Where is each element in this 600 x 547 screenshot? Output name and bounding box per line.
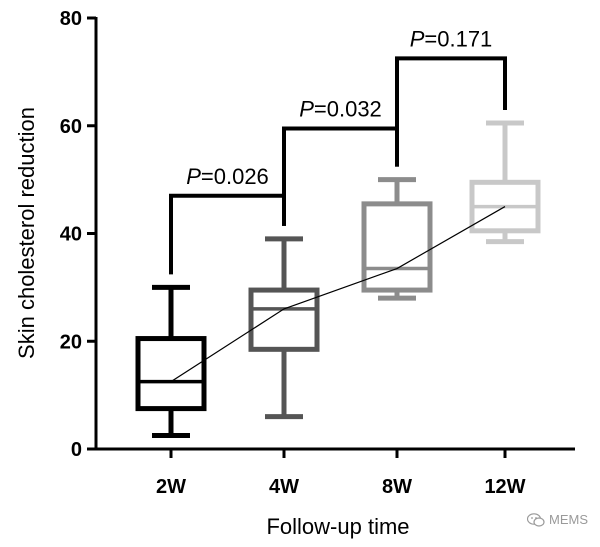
bracket-line [395, 56, 507, 167]
y-tick-label: 80 [60, 8, 82, 30]
trend-line [170, 206, 506, 383]
comparison-bracket: P=0.171 [395, 26, 507, 167]
y-tick-label: 60 [60, 116, 82, 138]
comparison-brackets: P=0.026 P=0.032 P=0.171 [169, 26, 507, 275]
box-series [135, 120, 541, 439]
y-tick-label: 0 [71, 439, 82, 461]
box-12W [469, 120, 541, 245]
x-tick-label: 12W [484, 476, 525, 498]
trend-line-group [170, 206, 506, 383]
wechat-icon [527, 512, 545, 527]
iqr-box [135, 336, 207, 412]
y-tick-label: 40 [60, 224, 82, 246]
box-2W [135, 284, 207, 439]
p-value-label: P=0.026 [186, 164, 269, 189]
iqr-box [248, 287, 320, 352]
watermark: MEMS [527, 512, 588, 527]
p-value-label: P=0.032 [299, 96, 382, 121]
iqr-box [361, 201, 433, 293]
axes: 0 20 40 60 80 2W 4W 8W 12W [60, 8, 575, 498]
x-axis-title: Follow-up time [266, 514, 409, 539]
comparison-bracket: P=0.026 [169, 164, 286, 275]
box-4W [248, 236, 320, 420]
watermark-text: MEMS [549, 512, 588, 527]
x-tick-label: 8W [382, 476, 412, 498]
bracket-line [169, 193, 286, 275]
box-8W [361, 177, 433, 301]
y-tick-label: 20 [60, 331, 82, 353]
y-axis-title: Skin cholesterol reduction [14, 107, 39, 359]
x-tick-label: 2W [156, 476, 186, 498]
x-tick-label: 4W [269, 476, 299, 498]
p-value-label: P=0.171 [410, 26, 493, 51]
